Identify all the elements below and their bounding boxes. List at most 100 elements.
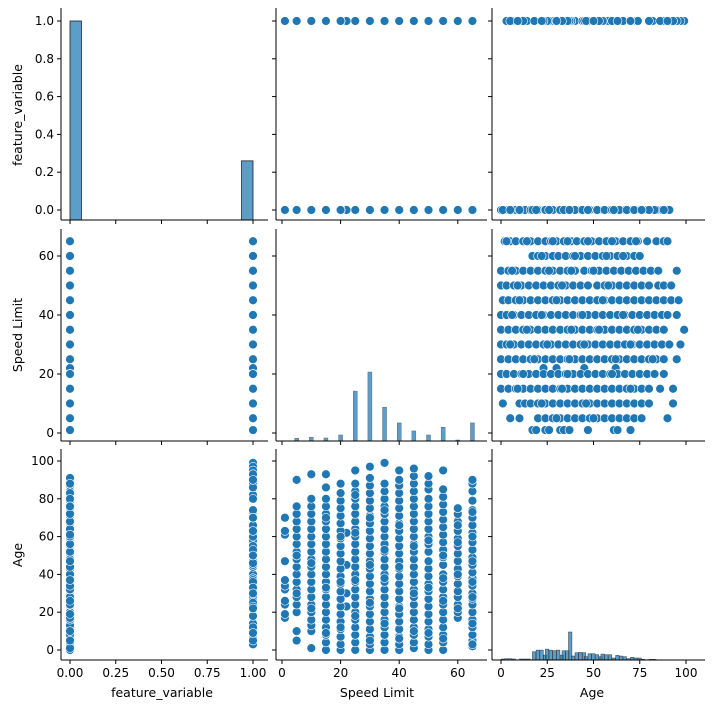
histogram-bar bbox=[615, 655, 620, 661]
scatter-point bbox=[394, 603, 404, 614]
y-tick-label: 0.2 bbox=[35, 165, 54, 179]
scatter-point bbox=[588, 413, 599, 423]
scatter-point bbox=[518, 369, 528, 379]
scatter-point bbox=[423, 582, 434, 593]
scatter-point bbox=[467, 556, 478, 566]
scatter-point bbox=[659, 369, 669, 379]
histogram-bar bbox=[578, 652, 583, 661]
scatter-point bbox=[612, 425, 623, 435]
scatter-point bbox=[394, 562, 404, 572]
scatter-point bbox=[659, 325, 669, 335]
scatter-point bbox=[672, 354, 682, 364]
scatter-point bbox=[321, 16, 331, 26]
scatter-point bbox=[675, 339, 686, 350]
scatter-point bbox=[635, 251, 645, 261]
scatter-point bbox=[544, 266, 554, 276]
scatter-point bbox=[423, 205, 434, 215]
scatter-point bbox=[423, 535, 434, 546]
histogram-bar bbox=[600, 653, 605, 661]
y-tick-label: 1.0 bbox=[35, 14, 54, 28]
scatter-point bbox=[379, 458, 390, 468]
scatter-point bbox=[438, 573, 448, 583]
scatter-point bbox=[548, 236, 558, 246]
scatter-point bbox=[649, 369, 660, 379]
scatter-point bbox=[306, 469, 316, 479]
scatter-point bbox=[588, 16, 599, 26]
scatter-point bbox=[607, 369, 617, 379]
scatter-point bbox=[514, 295, 525, 305]
scatter-point bbox=[379, 205, 390, 215]
scatter-point bbox=[350, 575, 360, 585]
histogram-bar bbox=[338, 434, 343, 442]
scatter-point bbox=[65, 266, 75, 276]
histogram-bar bbox=[574, 652, 579, 661]
scatter-point bbox=[248, 325, 258, 335]
scatter-point bbox=[291, 550, 302, 561]
histogram-bar bbox=[595, 654, 599, 661]
scatter-point bbox=[379, 545, 390, 555]
scatter-point bbox=[570, 251, 580, 261]
scatter-point bbox=[65, 295, 75, 305]
x-tick-label: 50 bbox=[586, 666, 601, 680]
scatter-point bbox=[65, 478, 75, 489]
scatter-point bbox=[467, 205, 478, 215]
scatter-point bbox=[536, 398, 547, 409]
scatter-point bbox=[306, 603, 316, 614]
histogram-bar bbox=[587, 653, 592, 661]
scatter-point bbox=[603, 280, 613, 291]
y-tick-label: 40 bbox=[39, 308, 54, 322]
scatter-point bbox=[438, 205, 448, 215]
scatter-point bbox=[248, 266, 258, 276]
histogram-bar bbox=[382, 406, 387, 442]
x-tick-label: 1.00 bbox=[240, 666, 267, 680]
histogram-bar bbox=[353, 390, 358, 442]
scatter-point bbox=[536, 16, 547, 26]
scatter-point bbox=[379, 505, 390, 515]
scatter-point bbox=[453, 205, 463, 215]
scatter-point bbox=[453, 569, 463, 580]
histogram-bar bbox=[545, 648, 550, 661]
scatter-point bbox=[625, 425, 636, 435]
scatter-point bbox=[453, 603, 463, 614]
scatter-point bbox=[577, 310, 588, 320]
histogram-bar bbox=[548, 649, 553, 661]
scatter-point bbox=[512, 16, 523, 26]
scatter-point bbox=[672, 310, 682, 320]
scatter-point bbox=[321, 482, 331, 493]
scatter-point bbox=[350, 478, 360, 489]
x-tick-label: 75 bbox=[632, 666, 647, 680]
scatter-point bbox=[65, 635, 75, 646]
scatter-point bbox=[379, 573, 390, 583]
scatter-point bbox=[453, 520, 463, 530]
scatter-point bbox=[409, 541, 419, 551]
scatter-point bbox=[248, 588, 258, 598]
scatter-point bbox=[248, 339, 258, 350]
histogram-bar bbox=[608, 654, 612, 661]
scatter-point bbox=[438, 633, 448, 644]
scatter-point bbox=[564, 354, 575, 364]
scatter-point bbox=[350, 16, 360, 26]
scatter-point bbox=[557, 280, 567, 291]
scatter-point bbox=[423, 556, 434, 566]
scatter-point bbox=[666, 280, 676, 291]
scatter-point bbox=[668, 398, 678, 409]
y-axis-label-age: Age bbox=[10, 543, 25, 567]
scatter-point bbox=[280, 556, 290, 566]
scatter-point bbox=[65, 325, 75, 335]
scatter-point bbox=[610, 354, 621, 364]
histogram-bar bbox=[426, 434, 431, 442]
scatter-point bbox=[350, 611, 360, 621]
scatter-point bbox=[501, 236, 512, 246]
scatter-point bbox=[679, 325, 689, 335]
scatter-point bbox=[365, 16, 375, 26]
scatter-point bbox=[248, 280, 258, 291]
scatter-point bbox=[505, 413, 515, 423]
scatter-point bbox=[379, 478, 390, 489]
x-tick-label: 40 bbox=[392, 666, 407, 680]
scatter-point bbox=[566, 325, 576, 335]
scatter-point bbox=[423, 16, 434, 26]
scatter-point bbox=[350, 528, 360, 538]
scatter-point bbox=[394, 16, 404, 26]
scatter-point bbox=[65, 251, 75, 261]
scatter-point bbox=[467, 577, 478, 587]
